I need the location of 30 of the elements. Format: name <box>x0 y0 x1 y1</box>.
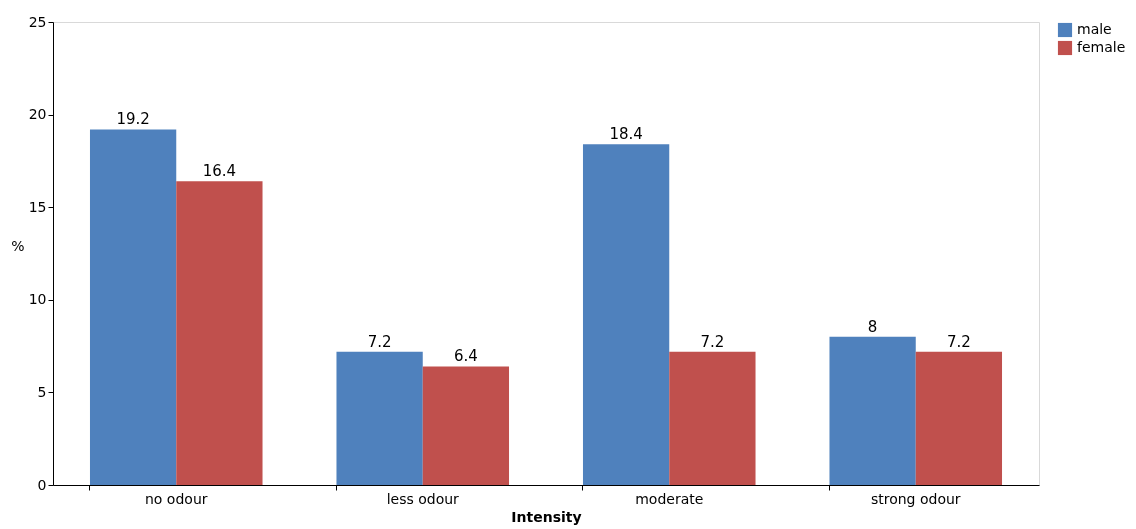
y-tick-label: 20 <box>28 106 47 123</box>
y-tick-label: 0 <box>37 476 47 493</box>
x-axis-title: Intensity <box>511 508 582 525</box>
bar <box>336 351 423 485</box>
bar <box>582 144 670 485</box>
y-tick-label: 10 <box>28 291 47 308</box>
bar <box>422 366 510 485</box>
data-label: 6.4 <box>453 347 478 366</box>
y-tick-label: 25 <box>28 13 47 30</box>
data-label: 7.2 <box>700 332 725 351</box>
bar <box>176 181 263 485</box>
data-label: 18.4 <box>609 125 643 144</box>
bar <box>829 336 916 485</box>
x-tick-label: no odour <box>144 490 208 507</box>
x-tick-label: strong odour <box>870 490 961 507</box>
y-tick-label: 15 <box>28 198 47 215</box>
x-tick-label: less odour <box>386 490 460 507</box>
y-axis-title: % <box>11 238 25 254</box>
bar <box>89 129 177 485</box>
data-label: 8 <box>867 317 878 336</box>
bar <box>915 351 1003 485</box>
data-label: 7.2 <box>946 332 971 351</box>
data-label: 19.2 <box>116 110 150 129</box>
data-label: 7.2 <box>367 332 392 351</box>
x-tick-label: moderate <box>635 490 704 507</box>
legend-label: male <box>1077 21 1112 37</box>
bar <box>669 351 756 485</box>
data-label: 16.4 <box>202 162 237 181</box>
legend-label: female <box>1077 39 1126 55</box>
y-tick-label: 5 <box>37 383 47 400</box>
